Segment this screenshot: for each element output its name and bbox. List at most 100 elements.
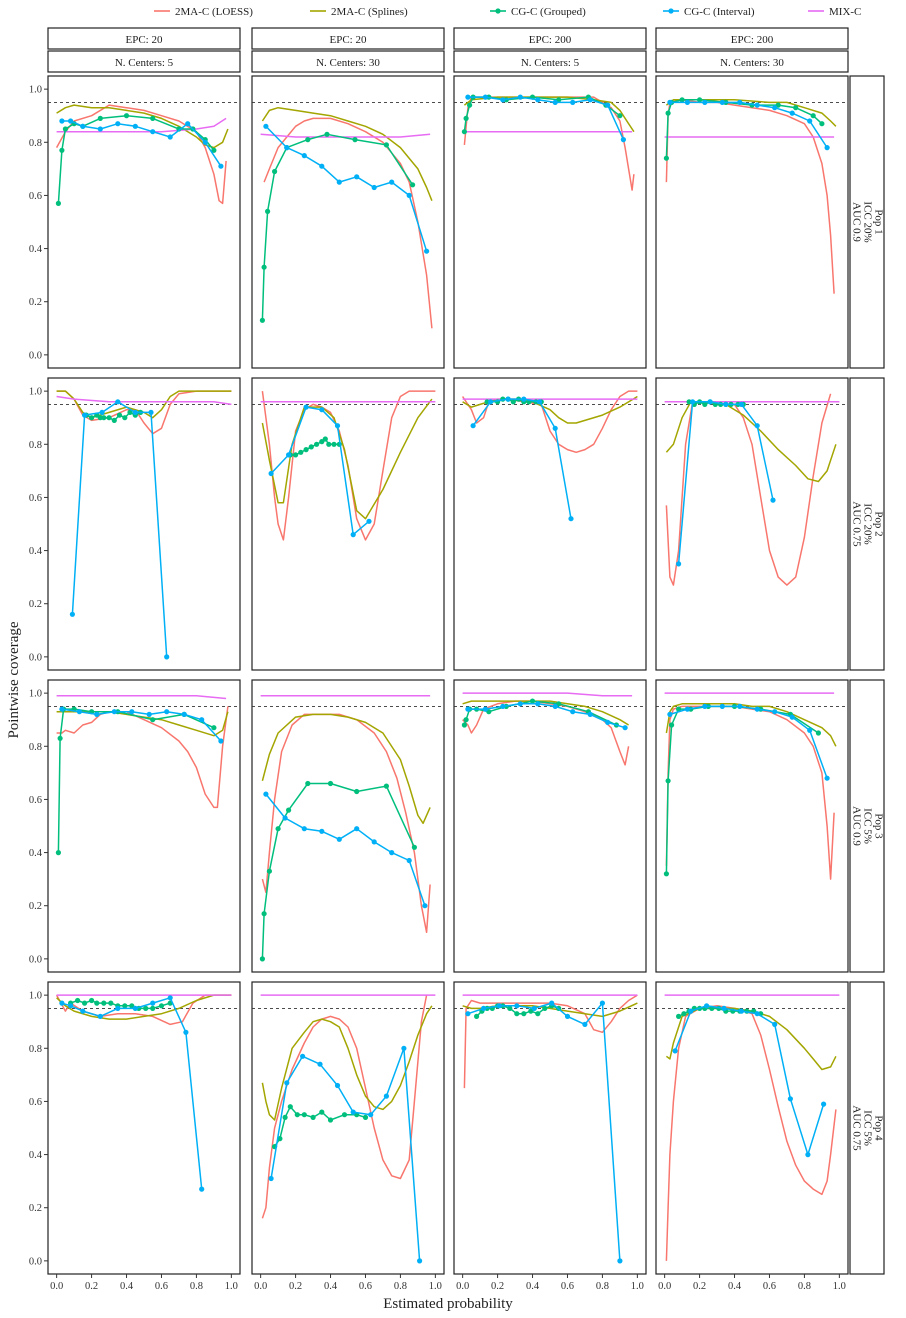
series-point <box>789 110 795 116</box>
row-strip-label: Pop 1 <box>872 209 884 234</box>
series-line <box>665 401 837 483</box>
series-point <box>368 1112 374 1118</box>
series-point <box>123 113 130 119</box>
series-line <box>61 997 203 1190</box>
series-point <box>354 174 360 180</box>
series-point <box>108 1000 114 1006</box>
panel-border <box>453 75 647 369</box>
series-point <box>334 423 341 429</box>
series-point <box>552 425 558 431</box>
series-point <box>517 701 523 707</box>
series-point <box>754 706 760 712</box>
legend-item: CG-C (Interval) <box>663 6 755 18</box>
series-point <box>514 1003 520 1009</box>
series-point <box>336 836 342 842</box>
legend-key-point <box>668 8 674 14</box>
series-point <box>334 1082 341 1089</box>
series-point <box>115 399 121 405</box>
series-point <box>158 1003 165 1009</box>
row-strip-label: ICC 20% <box>861 201 873 242</box>
series-point <box>327 1117 334 1123</box>
series-line <box>462 1002 638 1018</box>
series-point <box>707 399 713 405</box>
series-point <box>465 1011 471 1017</box>
series-point <box>129 709 135 715</box>
series-point <box>819 121 825 127</box>
series-point <box>101 1000 107 1006</box>
series-point <box>389 850 395 856</box>
series-point <box>821 1101 827 1107</box>
series-point <box>470 423 476 429</box>
series-point <box>807 118 813 124</box>
x-tick-label: 0.0 <box>456 1281 469 1292</box>
y-tick-label: 0.6 <box>29 493 42 504</box>
series-point <box>132 1005 138 1012</box>
series-point <box>300 1053 306 1059</box>
series-point <box>552 703 558 710</box>
series-point <box>461 722 467 728</box>
series-point <box>406 857 412 864</box>
facet-panel <box>251 679 445 973</box>
series-point <box>272 168 278 175</box>
series-point <box>411 844 417 850</box>
series-point <box>69 611 75 617</box>
row-strip-label: Pop 3 <box>872 813 884 839</box>
panel-border <box>251 981 445 1275</box>
series-point <box>55 200 62 206</box>
y-tick-label: 0.0 <box>29 1256 42 1267</box>
series-point <box>424 248 430 254</box>
x-tick-label: 1.0 <box>631 1281 644 1292</box>
series-line <box>669 101 828 149</box>
series-point <box>737 99 743 105</box>
series-point <box>617 1258 623 1264</box>
series-point <box>676 561 682 567</box>
y-tick-label: 0.0 <box>29 652 42 663</box>
series-point <box>59 1000 65 1006</box>
series-point <box>127 409 133 415</box>
series-point <box>517 94 523 100</box>
series-point <box>319 1109 325 1115</box>
facet-panel <box>47 981 241 1275</box>
series-line <box>467 96 625 140</box>
series-point <box>500 97 506 103</box>
column-strip: EPC: 20 N. Centers: 30 <box>251 27 445 73</box>
series-point <box>500 703 506 710</box>
series-point <box>467 102 473 108</box>
y-tick-label: 0.8 <box>29 1044 42 1055</box>
series-point <box>319 828 325 834</box>
series-point <box>481 1005 487 1012</box>
panel-border <box>453 679 647 973</box>
series-point <box>150 1000 156 1006</box>
series-point <box>463 717 469 723</box>
series-point <box>284 145 290 151</box>
series-point <box>371 184 377 191</box>
series-point <box>310 1114 316 1120</box>
y-tick-label: 1.0 <box>29 85 42 96</box>
series-point <box>599 1000 606 1006</box>
series-line <box>261 713 431 825</box>
legend-label: 2MA-C (Splines) <box>331 6 408 18</box>
facet-panel <box>453 981 647 1275</box>
series-point <box>298 449 304 455</box>
panel-border <box>251 377 445 671</box>
facet-panel <box>47 679 241 973</box>
series-point <box>702 99 708 105</box>
panel-border <box>655 75 849 369</box>
series-point <box>148 409 154 415</box>
series-point <box>465 706 471 712</box>
strip-centers: N. Centers: 30 <box>316 57 380 69</box>
series-point <box>301 826 307 832</box>
series-point <box>115 121 121 127</box>
strip-epc: EPC: 20 <box>126 34 163 46</box>
series-point <box>422 903 428 909</box>
x-tick-label: 0.2 <box>289 1281 302 1292</box>
facet-panel <box>655 377 849 671</box>
series-point <box>417 1258 423 1264</box>
series-point <box>317 1061 323 1067</box>
series-point <box>150 717 156 723</box>
panel-border <box>47 981 241 1275</box>
x-tick-label: 1.0 <box>429 1281 442 1292</box>
series-point <box>80 1008 86 1014</box>
x-tick-label: 0.8 <box>798 1281 811 1292</box>
column-strip: EPC: 20 N. Centers: 5 <box>47 27 241 73</box>
